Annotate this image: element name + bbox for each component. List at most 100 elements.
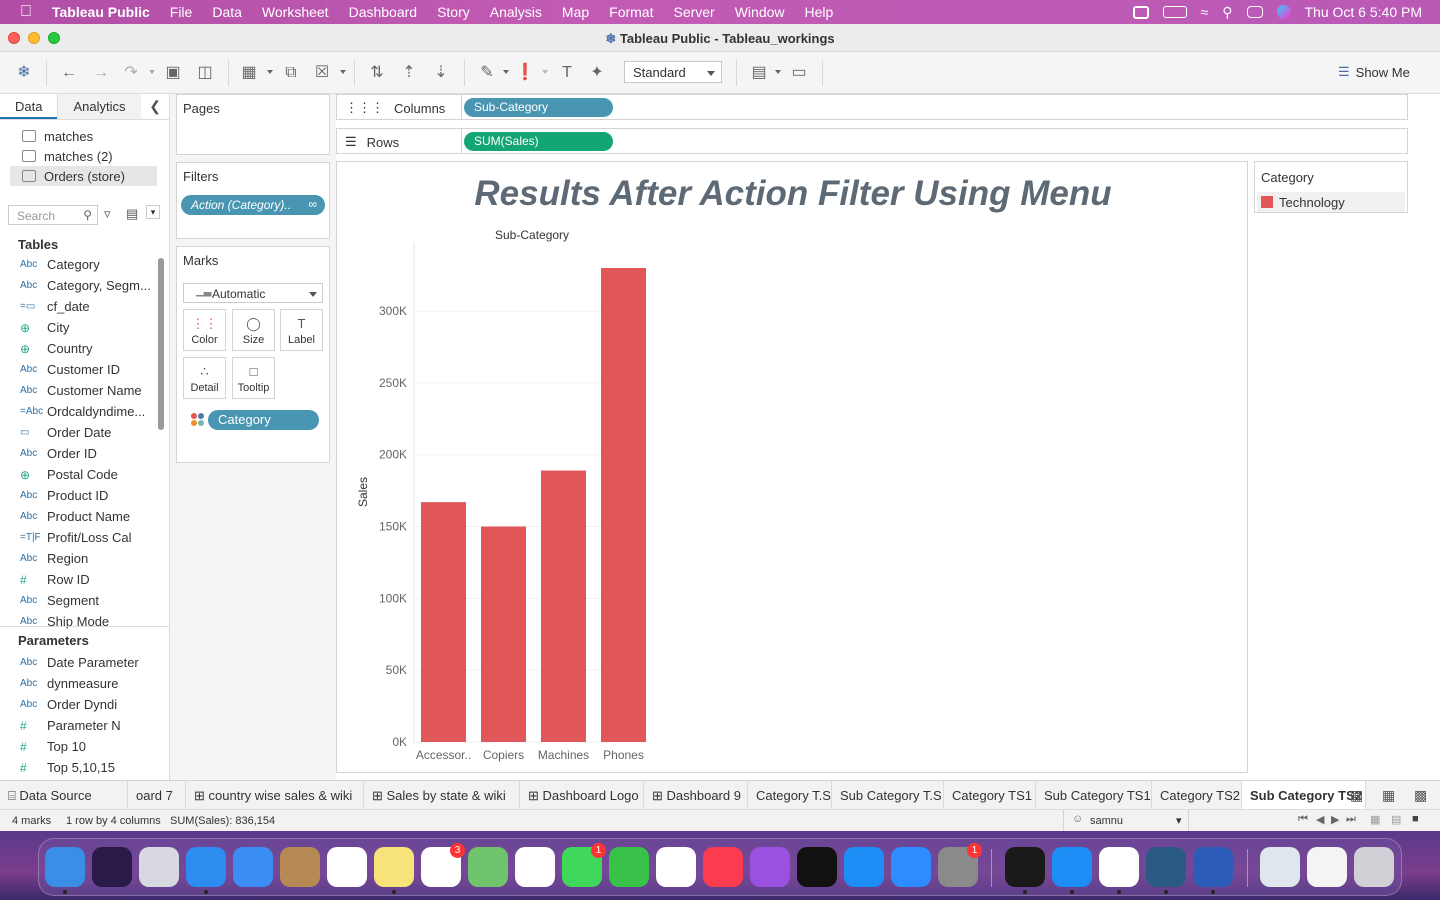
fix-axes-icon[interactable]: ✦ <box>590 64 604 81</box>
sheet-tab[interactable]: Sub Category T.S <box>832 781 944 809</box>
field-item[interactable]: Abc Segment <box>0 590 155 611</box>
calendar-icon[interactable] <box>327 847 367 887</box>
legend-item[interactable]: Technology <box>1257 192 1405 212</box>
new-datasource-icon[interactable]: ◫ <box>197 64 213 81</box>
menu-format[interactable]: Format <box>609 4 654 20</box>
undo-icon[interactable]: ← <box>61 64 77 81</box>
field-item[interactable]: Abc Category <box>0 254 155 275</box>
news-icon[interactable] <box>656 847 696 887</box>
new-story-tab-icon[interactable]: ▩ <box>1414 787 1428 803</box>
facetime-icon[interactable] <box>609 847 649 887</box>
bar[interactable] <box>541 470 586 742</box>
sheet-tab[interactable]: Sub Category TS1 <box>1036 781 1152 809</box>
reminders-icon[interactable]: 3 <box>421 843 465 887</box>
field-item[interactable]: Abc dynmeasure <box>0 673 169 694</box>
field-item[interactable]: # Top 5,10,15 <box>0 757 169 778</box>
datasource-item[interactable]: matches (2) <box>0 146 169 166</box>
view-options-icon[interactable]: ▤ <box>126 206 139 221</box>
sheet-tab[interactable]: Category TS2 <box>1152 781 1242 809</box>
tab-data[interactable]: Data <box>0 94 58 119</box>
mail-icon[interactable] <box>233 847 273 887</box>
music-icon[interactable] <box>703 847 743 887</box>
sql-file-icon[interactable] <box>1260 847 1300 887</box>
finder-icon[interactable] <box>45 847 85 887</box>
fit-select[interactable]: Standard <box>624 61 722 83</box>
filter-icon[interactable]: ▿ <box>104 206 111 221</box>
bar[interactable] <box>601 268 646 742</box>
save-icon[interactable]: ▣ <box>165 64 181 81</box>
menu-data[interactable]: Data <box>212 4 242 20</box>
menu-server[interactable]: Server <box>673 4 715 20</box>
field-item[interactable]: =T|F Profit/Loss Cal <box>0 527 155 548</box>
tableau-icon[interactable] <box>1099 847 1139 887</box>
field-item[interactable]: Abc Order ID <box>0 443 155 464</box>
tab-data-source[interactable]: ⌸ Data Source <box>0 781 128 809</box>
contacts-icon[interactable] <box>280 847 320 887</box>
field-item[interactable]: Abc Customer ID <box>0 359 155 380</box>
view-options-dropdown[interactable]: ▾ <box>146 205 160 219</box>
sheet-tab[interactable]: ⊞ Sales by state & wiki <box>364 781 520 809</box>
duplicate-sheet-icon[interactable]: ⧉ <box>285 64 297 81</box>
tableau-home-icon[interactable]: ❄ <box>17 64 31 81</box>
swap-rows-columns-icon[interactable]: ⇅ <box>370 64 384 81</box>
filters-card[interactable]: Filters Action (Category).. ∞ <box>176 162 330 239</box>
field-item[interactable]: ⊕ Postal Code <box>0 464 155 485</box>
menu-analysis[interactable]: Analysis <box>489 4 542 20</box>
apple-icon[interactable]:  <box>0 3 52 21</box>
field-item[interactable]: =▭ cf_date <box>0 296 155 317</box>
label-button[interactable]: T Label <box>280 309 323 351</box>
fields-scrollbar[interactable] <box>158 258 164 430</box>
notes-icon[interactable] <box>374 847 414 887</box>
field-item[interactable]: Abc Ship Mode <box>0 611 155 632</box>
presentation-mode-icon[interactable]: ▭ <box>791 64 807 81</box>
field-item[interactable]: Abc Customer Name <box>0 380 155 401</box>
redo-icon[interactable]: → <box>93 64 109 81</box>
tooltip-button[interactable]: □ Tooltip <box>232 357 275 399</box>
field-item[interactable]: ⊕ City <box>0 317 155 338</box>
bar[interactable] <box>421 502 466 742</box>
datasource-item-selected[interactable]: Orders (store) <box>10 166 157 186</box>
field-item[interactable]: # Parameter N <box>0 715 169 736</box>
app-store-icon[interactable] <box>844 847 884 887</box>
field-item[interactable]: Abc Date Parameter <box>0 652 169 673</box>
sheet-tab[interactable]: ⊞ Dashboard Logo <box>520 781 644 809</box>
size-button[interactable]: ◯ Size <box>232 309 275 351</box>
menu-file[interactable]: File <box>169 4 193 20</box>
menu-help[interactable]: Help <box>804 4 834 20</box>
field-item[interactable]: ▭ Order Date <box>0 422 155 443</box>
menu-story[interactable]: Story <box>437 4 470 20</box>
visualization-area[interactable]: Results After Action Filter Using Menu S… <box>336 161 1248 773</box>
pages-card[interactable]: Pages <box>176 94 330 155</box>
field-item[interactable]: ⊕ Country <box>0 338 155 359</box>
rows-shelf[interactable]: ☰ Rows SUM(Sales) <box>336 128 1408 154</box>
show-sheet-tabs-icon[interactable]: ▤ <box>1391 814 1402 826</box>
show-me-button[interactable]: ☰ Show Me <box>1338 64 1410 80</box>
user-select[interactable]: ☺ samnu ▾ <box>1063 810 1189 831</box>
maps-icon[interactable] <box>468 847 508 887</box>
terminal-icon[interactable] <box>1005 847 1045 887</box>
messages-icon[interactable]: 1 <box>562 843 606 887</box>
group-members-icon[interactable]: ❗ <box>515 64 535 81</box>
menu-dashboard[interactable]: Dashboard <box>348 4 418 20</box>
sheet-tab[interactable]: Category T.S <box>748 781 832 809</box>
category-color-pill[interactable]: Category <box>208 410 319 430</box>
spotlight-search-icon[interactable]: ⚲ <box>1222 3 1233 20</box>
show-sheet-sorter-icon[interactable]: ■ <box>1412 813 1419 825</box>
clear-sheet-icon[interactable]: ☒ <box>314 64 330 81</box>
safari-icon[interactable] <box>186 847 226 887</box>
minimize-window-button[interactable] <box>28 32 40 44</box>
control-center-icon[interactable] <box>1246 6 1263 18</box>
datasource-item[interactable]: matches <box>0 126 169 146</box>
menu-worksheet[interactable]: Worksheet <box>261 4 329 20</box>
new-worksheet-icon[interactable]: ▦ <box>241 64 257 81</box>
show-mark-labels-icon[interactable]: T <box>562 64 572 81</box>
zoom-icon[interactable] <box>891 847 931 887</box>
system-preferences-icon[interactable]: 1 <box>938 843 982 887</box>
menu-app-name[interactable]: Tableau Public <box>52 4 150 20</box>
battery-icon[interactable] <box>1162 6 1187 18</box>
replay-icon[interactable]: ↷ <box>124 64 138 81</box>
word-icon[interactable] <box>1193 847 1233 887</box>
apple-tv-icon[interactable] <box>797 847 837 887</box>
document-preview-icon[interactable] <box>1307 847 1347 887</box>
field-item[interactable]: Abc Region <box>0 548 155 569</box>
